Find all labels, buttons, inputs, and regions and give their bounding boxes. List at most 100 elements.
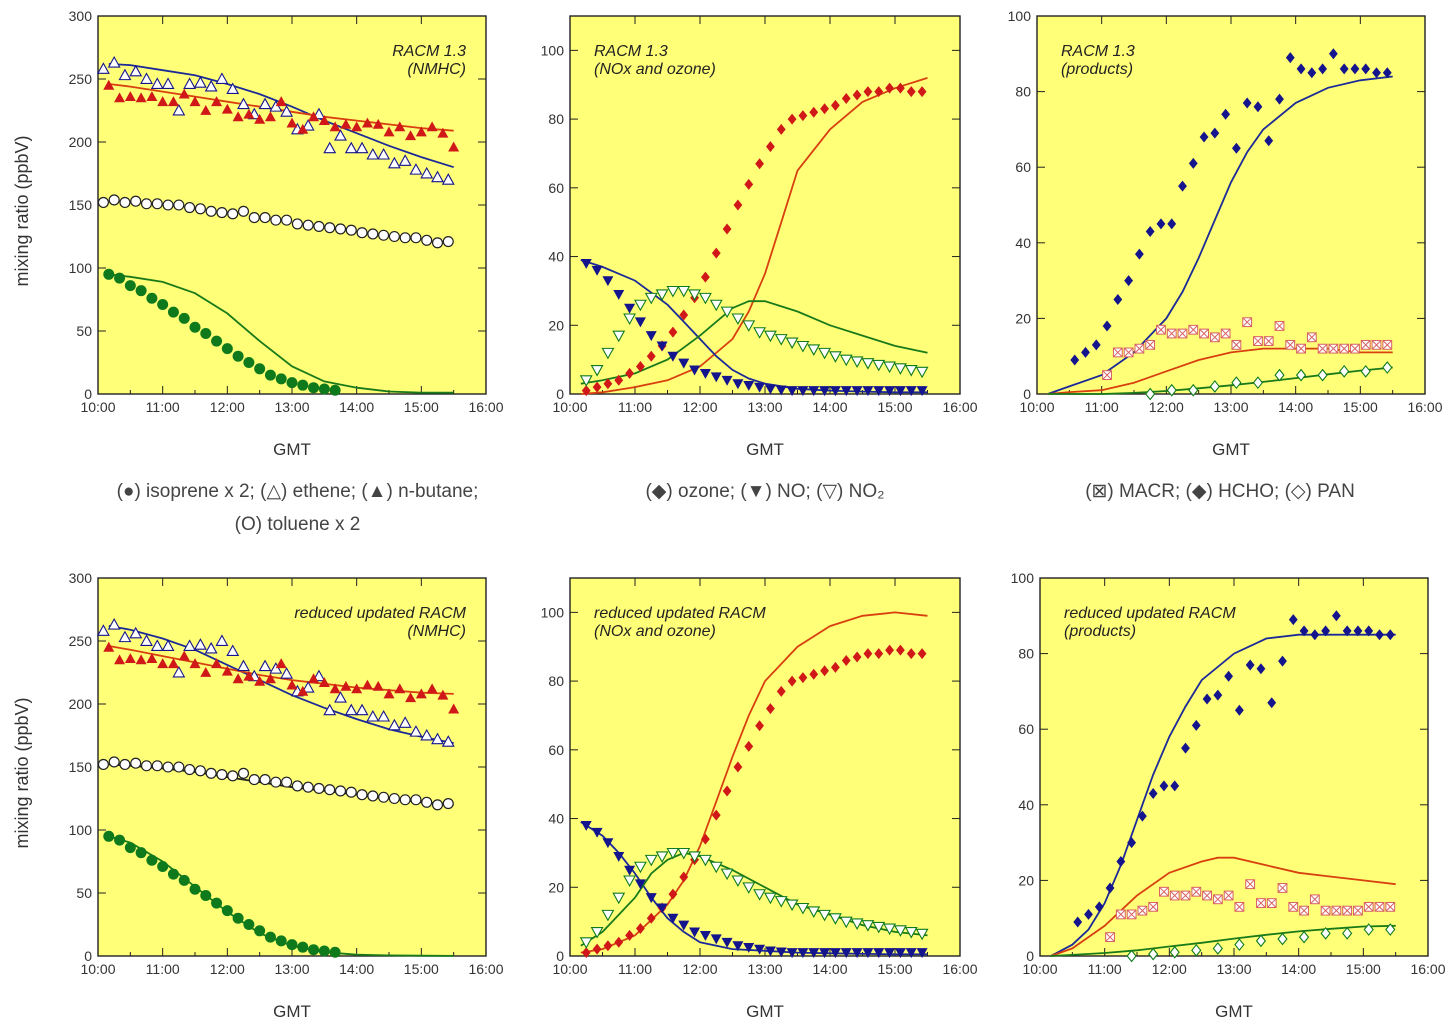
- diamond-filled-marker: [1134, 248, 1144, 260]
- x-axis-label: GMT: [746, 440, 784, 459]
- circle-filled-marker: [146, 292, 158, 304]
- circle-filled-marker: [200, 890, 212, 902]
- circle-open-marker: [291, 218, 303, 230]
- x-tick-label: 11:00: [146, 961, 180, 977]
- triangle-down-open-marker: [893, 363, 907, 375]
- square-x-marker: [1288, 901, 1299, 912]
- diamond-filled-marker: [625, 929, 634, 941]
- diamond-filled-marker: [874, 86, 884, 98]
- triangle-down-open-marker: [893, 925, 907, 937]
- triangle-open-marker: [226, 82, 240, 95]
- y-tick-label: 50: [76, 885, 92, 901]
- triangle-down-filled-marker: [634, 879, 646, 890]
- y-tick-label: 60: [1015, 159, 1031, 175]
- x-tick-label: 13:00: [747, 961, 782, 977]
- circle-open-marker: [237, 205, 250, 217]
- triangle-down-open-marker: [623, 875, 637, 888]
- x-tick-label: 13:00: [274, 961, 309, 977]
- triangle-down-filled-marker: [645, 331, 657, 342]
- x-tick-label: 11:00: [618, 961, 652, 977]
- x-tick-label: 15:00: [1343, 399, 1378, 415]
- square-x-cross: [1360, 340, 1371, 350]
- triangle-open-marker: [215, 634, 229, 646]
- diamond-open-marker: [1255, 934, 1267, 948]
- circle-filled-marker: [135, 847, 147, 859]
- circle-open-marker: [270, 214, 282, 226]
- x-tick-label: 13:00: [1213, 399, 1248, 415]
- diamond-filled-marker: [1339, 63, 1349, 75]
- triangle-open-marker: [420, 166, 434, 179]
- circle-open-marker: [367, 228, 379, 240]
- circle-open-marker: [399, 794, 411, 806]
- diamond-filled-marker: [755, 720, 764, 732]
- square-x-cross: [1102, 370, 1112, 380]
- circle-open-marker: [205, 205, 217, 217]
- square-x-cross: [1123, 347, 1134, 358]
- triangle-filled-marker: [189, 96, 201, 107]
- square-x-marker: [1263, 336, 1274, 346]
- triangle-down-open-marker: [666, 847, 680, 860]
- triangle-down-filled-marker: [710, 372, 722, 383]
- triangle-filled-marker: [394, 121, 406, 132]
- panel-annotation: reduced updated RACM: [294, 605, 466, 622]
- circle-open-marker: [410, 232, 422, 244]
- triangle-down-open-marker: [883, 923, 897, 936]
- y-tick-label: 0: [84, 386, 92, 402]
- diamond-open-marker: [1212, 942, 1223, 955]
- square-x-cross: [1148, 902, 1158, 912]
- triangle-down-open-marker: [796, 340, 810, 353]
- circle-open-marker: [410, 794, 422, 806]
- diamond-filled-marker: [917, 86, 927, 98]
- triangle-down-open-marker: [731, 875, 745, 888]
- diamond-filled-marker: [701, 833, 710, 845]
- triangle-down-open-marker: [709, 299, 723, 312]
- circle-open-marker: [140, 760, 153, 772]
- triangle-down-open-marker: [612, 892, 626, 905]
- circle-open-marker: [442, 235, 454, 248]
- square-x-marker: [1137, 905, 1148, 916]
- triangle-open-marker: [355, 703, 369, 716]
- x-tick-label: 15:00: [404, 399, 439, 415]
- panel-annotation: RACM 1.3: [594, 43, 668, 60]
- circle-open-marker: [194, 203, 206, 215]
- diamond-filled-marker: [1245, 659, 1255, 671]
- square-x-cross: [1234, 902, 1245, 912]
- circle-filled-marker: [264, 931, 276, 943]
- triangle-down-filled-marker: [884, 948, 896, 959]
- circle-open-marker: [237, 767, 250, 779]
- triangle-filled-marker: [383, 126, 395, 137]
- diamond-filled-marker: [1202, 693, 1212, 705]
- square-x-cross: [1137, 905, 1148, 916]
- circle-open-marker: [378, 791, 390, 803]
- model-line: [108, 625, 454, 744]
- circle-open-marker: [151, 198, 163, 210]
- triangle-filled-marker: [114, 92, 126, 103]
- diamond-filled-marker: [1081, 346, 1090, 358]
- triangle-filled-marker: [318, 115, 330, 125]
- triangle-down-filled-marker: [840, 386, 852, 397]
- diamond-filled-marker: [1127, 837, 1137, 849]
- square-x-cross: [1288, 902, 1299, 912]
- diamond-filled-marker: [1364, 625, 1374, 637]
- triangle-down-open-marker: [850, 918, 864, 930]
- x-tick-label: 14:00: [1278, 399, 1313, 415]
- circle-open-marker: [388, 792, 400, 805]
- circle-open-marker: [227, 770, 239, 782]
- circle-filled-marker: [308, 382, 320, 394]
- circle-filled-marker: [211, 897, 223, 909]
- circle-filled-marker: [232, 912, 244, 924]
- triangle-open-marker: [344, 141, 358, 154]
- triangle-open-marker: [409, 725, 423, 737]
- square-x-cross: [1285, 340, 1296, 350]
- triangle-down-open-marker: [720, 306, 734, 319]
- y-tick-label: 20: [548, 317, 564, 333]
- square-x-marker: [1296, 343, 1306, 354]
- triangle-open-marker: [140, 634, 153, 646]
- square-x-cross: [1116, 909, 1126, 920]
- triangle-down-filled-marker: [797, 948, 809, 959]
- triangle-filled-marker: [308, 673, 320, 684]
- circle-filled-marker: [146, 854, 158, 866]
- square-x-marker: [1159, 886, 1169, 897]
- diamond-filled-marker: [1350, 63, 1360, 75]
- triangle-filled-marker: [221, 103, 233, 114]
